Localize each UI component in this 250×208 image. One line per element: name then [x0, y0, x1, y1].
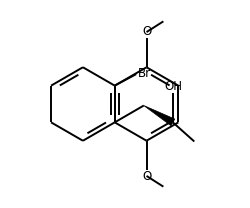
Text: O: O [142, 170, 151, 183]
Text: Br: Br [138, 67, 151, 80]
Text: OH: OH [164, 79, 182, 93]
Text: O: O [142, 25, 151, 38]
Polygon shape [144, 105, 175, 126]
